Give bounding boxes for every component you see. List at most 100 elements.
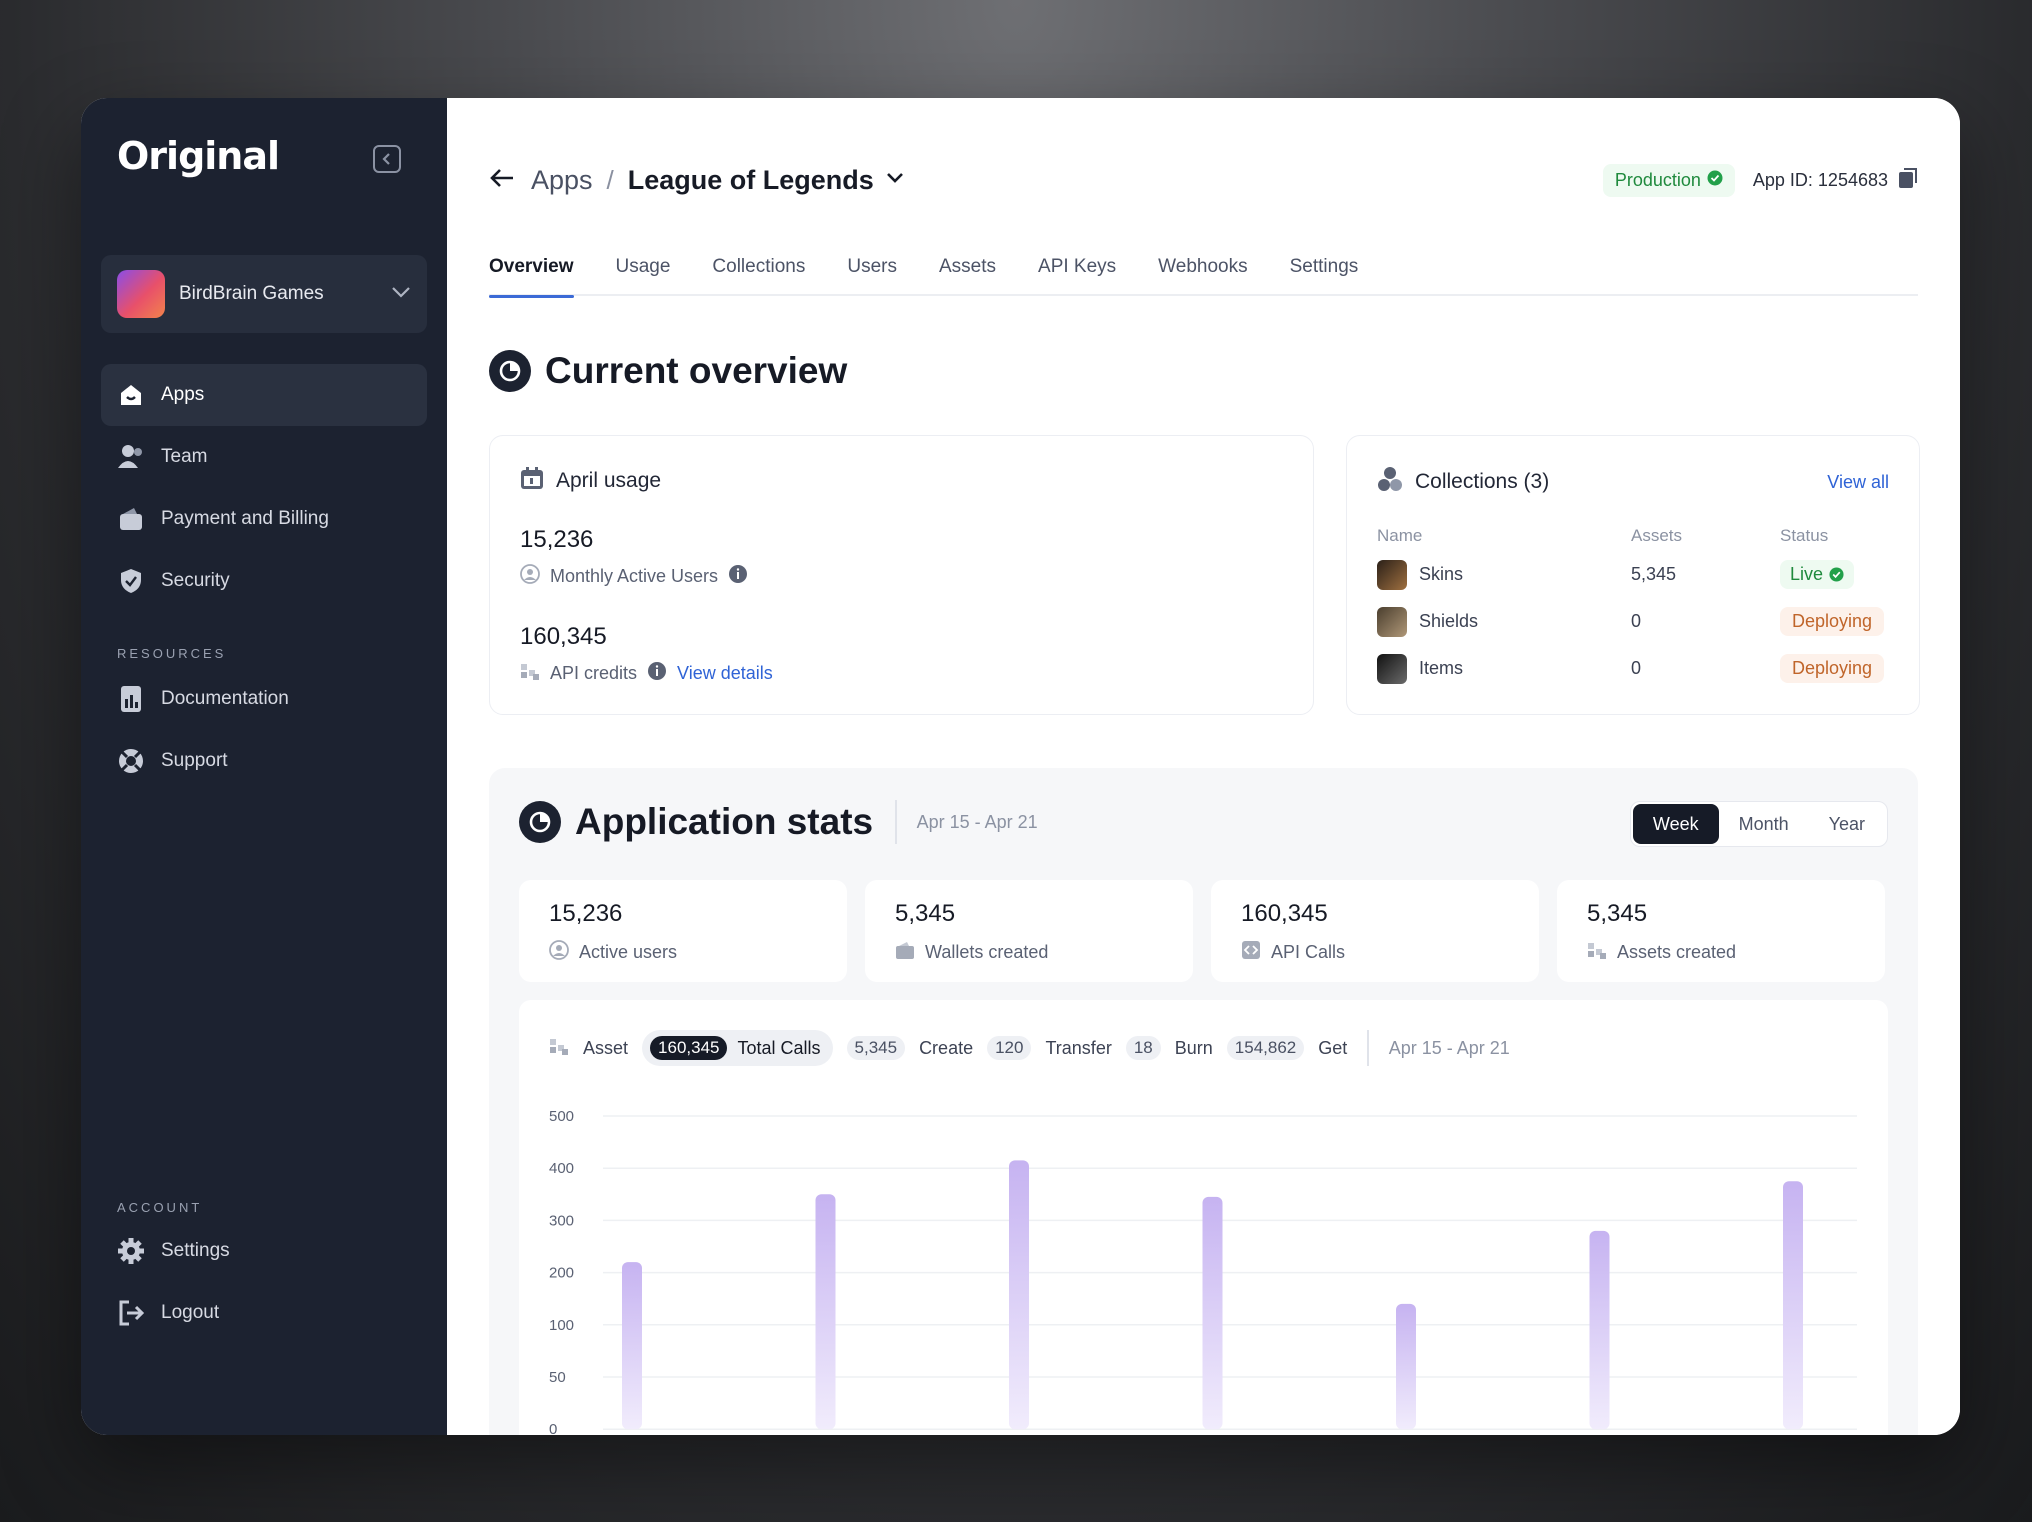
- y-tick-label: 300: [549, 1212, 574, 1229]
- period-month[interactable]: Month: [1738, 813, 1789, 834]
- credits-label: API credits: [550, 663, 638, 683]
- back-arrow-icon[interactable]: [489, 167, 515, 194]
- column-header-status: Status: [1780, 526, 1829, 545]
- collection-name: Items: [1419, 658, 1464, 678]
- chart-bar[interactable]: [815, 1194, 836, 1430]
- view-details-link[interactable]: View details: [677, 663, 773, 683]
- filter-get[interactable]: Get: [1318, 1037, 1348, 1058]
- total-calls-value: 160,345: [650, 1036, 728, 1060]
- table-row[interactable]: Items 0 Deploying: [1377, 645, 1889, 692]
- sidebar-item-apps[interactable]: Apps: [101, 364, 427, 426]
- table-row[interactable]: Shields 0 Deploying: [1377, 598, 1889, 645]
- collection-assets: 0: [1631, 611, 1642, 631]
- collection-thumbnail: [1377, 559, 1407, 590]
- column-header-name: Name: [1377, 526, 1423, 545]
- breadcrumb-separator: /: [606, 164, 614, 195]
- view-all-link[interactable]: View all: [1827, 471, 1889, 492]
- status-badge: Deploying: [1780, 607, 1885, 636]
- check-circle-icon: [1829, 567, 1844, 582]
- sidebar-item-label: Logout: [161, 1302, 220, 1323]
- logo: Original: [117, 134, 280, 178]
- sidebar-item-team[interactable]: Team: [101, 426, 427, 488]
- get-value: 154,862: [1226, 1036, 1305, 1060]
- chart-date-range: Apr 15 - Apr 21: [1388, 1037, 1510, 1058]
- tab-api-keys[interactable]: API Keys: [1038, 256, 1117, 277]
- code-icon: [1241, 940, 1261, 965]
- blocks-icon: [549, 1036, 569, 1061]
- period-week[interactable]: Week: [1632, 804, 1719, 844]
- sidebar-item-support[interactable]: Support: [101, 730, 427, 792]
- sidebar-item-label: Team: [161, 446, 208, 467]
- filter-create[interactable]: Create: [919, 1037, 974, 1058]
- apps-icon: [117, 381, 145, 409]
- stats-title: Application stats: [575, 801, 874, 842]
- chart-bar[interactable]: [1589, 1230, 1610, 1430]
- usage-card-title: April usage: [556, 469, 662, 492]
- app-id-label: App ID: 1254683: [1752, 169, 1888, 190]
- org-switcher[interactable]: BirdBrain Games: [101, 255, 427, 333]
- tab-collections[interactable]: Collections: [712, 256, 806, 277]
- y-tick-label: 50: [549, 1369, 566, 1386]
- chevron-down-icon[interactable]: [886, 171, 904, 189]
- info-icon[interactable]: [728, 564, 748, 589]
- chart-bar[interactable]: [1009, 1160, 1029, 1430]
- sidebar-item-logout[interactable]: Logout: [101, 1282, 427, 1344]
- sidebar-item-label: Settings: [161, 1240, 230, 1261]
- environment-label: Production: [1614, 169, 1701, 190]
- column-header-assets: Assets: [1631, 526, 1683, 545]
- chart-bar[interactable]: [1396, 1303, 1416, 1430]
- main-content: Apps / League of Legends Production App …: [447, 98, 1960, 1435]
- document-icon: [117, 685, 145, 713]
- sidebar-item-billing[interactable]: Payment and Billing: [101, 488, 427, 550]
- tab-users[interactable]: Users: [847, 256, 897, 277]
- chart-bar[interactable]: [1202, 1196, 1223, 1430]
- sidebar-item-label: Apps: [161, 384, 205, 405]
- status-badge: Deploying: [1780, 654, 1885, 683]
- sidebar-item-security[interactable]: Security: [101, 550, 427, 612]
- tab-webhooks[interactable]: Webhooks: [1158, 256, 1248, 277]
- lifebuoy-icon: [117, 747, 145, 775]
- stats-heading: Application stats Apr 15 - Apr 21: [519, 800, 1038, 844]
- pie-chart-icon: [489, 350, 531, 392]
- tab-settings[interactable]: Settings: [1289, 256, 1359, 277]
- burn-value: 18: [1125, 1036, 1161, 1060]
- tab-assets[interactable]: Assets: [938, 256, 997, 277]
- period-year[interactable]: Year: [1828, 813, 1865, 834]
- main-nav: Apps Team Payment and Billing Security: [101, 364, 427, 612]
- sidebar-item-label: Payment and Billing: [161, 508, 329, 529]
- chart-bar[interactable]: [1783, 1181, 1803, 1430]
- filter-transfer[interactable]: Transfer: [1045, 1037, 1112, 1058]
- breadcrumb-apps[interactable]: Apps: [531, 164, 593, 195]
- sidebar-item-settings[interactable]: Settings: [101, 1220, 427, 1282]
- tab-usage[interactable]: Usage: [615, 256, 671, 277]
- overview-heading: Current overview: [489, 350, 847, 392]
- sidebar-item-label: Support: [161, 750, 228, 771]
- info-icon[interactable]: [647, 661, 667, 686]
- usage-card-header: April usage: [520, 466, 773, 496]
- collection-name: Shields: [1419, 611, 1479, 631]
- chart-card: Asset 160,345 Total Calls 5,345 Create 1…: [519, 1000, 1888, 1435]
- chart-bar[interactable]: [622, 1262, 642, 1430]
- sidebar-item-documentation[interactable]: Documentation: [101, 668, 427, 730]
- breadcrumb-app-name[interactable]: League of Legends: [627, 164, 874, 195]
- stat-value: 15,236: [549, 900, 623, 927]
- stat-label: API Calls: [1271, 942, 1346, 962]
- sidebar: Original BirdBrain Games Apps Team: [81, 98, 447, 1435]
- org-name: BirdBrain Games: [179, 283, 324, 304]
- status-label: Live: [1790, 564, 1824, 584]
- filter-burn[interactable]: Burn: [1174, 1037, 1213, 1058]
- collapse-sidebar-icon[interactable]: [373, 145, 401, 173]
- stat-card-active-users: 15,236 Active users: [519, 880, 847, 982]
- sidebar-item-label: Security: [161, 570, 230, 591]
- stat-card-api-calls: 160,345 API Calls: [1211, 880, 1539, 982]
- table-row[interactable]: Skins 5,345 Live: [1377, 551, 1889, 598]
- account-nav: Settings Logout: [101, 1220, 427, 1344]
- pie-chart-icon: [519, 801, 561, 843]
- logout-icon: [117, 1299, 145, 1327]
- tab-overview[interactable]: Overview: [489, 248, 574, 298]
- filter-total-calls[interactable]: 160,345 Total Calls: [642, 1030, 833, 1066]
- copy-icon[interactable]: [1898, 167, 1918, 194]
- asset-filter[interactable]: Asset: [583, 1037, 629, 1058]
- stats-panel: Application stats Apr 15 - Apr 21 Week M…: [489, 768, 1918, 1435]
